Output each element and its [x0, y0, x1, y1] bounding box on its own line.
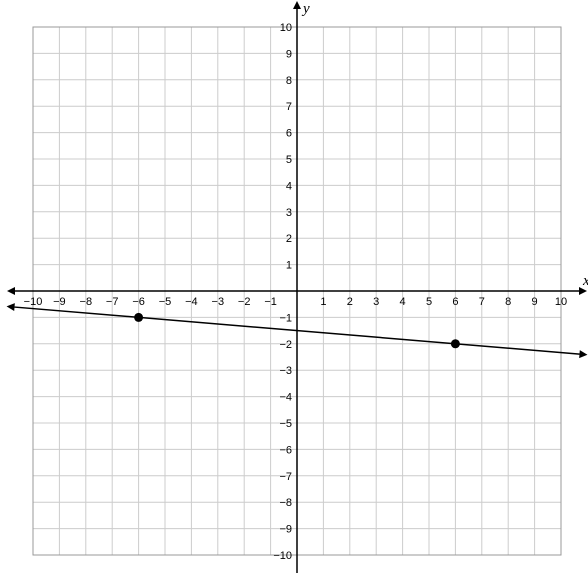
svg-text:1: 1	[320, 296, 326, 308]
svg-text:−9: −9	[53, 296, 66, 308]
svg-text:−6: −6	[132, 296, 145, 308]
svg-text:6: 6	[452, 296, 458, 308]
svg-text:−1: −1	[264, 296, 277, 308]
svg-text:−5: −5	[159, 296, 172, 308]
svg-text:5: 5	[426, 296, 432, 308]
svg-text:8: 8	[505, 296, 511, 308]
svg-text:−4: −4	[185, 296, 198, 308]
svg-text:x: x	[582, 273, 588, 289]
svg-text:−7: −7	[106, 296, 119, 308]
svg-text:y: y	[301, 1, 310, 17]
svg-text:9: 9	[286, 48, 292, 60]
svg-text:10: 10	[555, 296, 567, 308]
svg-text:−10: −10	[24, 296, 43, 308]
svg-text:2: 2	[286, 233, 292, 245]
svg-text:−7: −7	[279, 471, 292, 483]
svg-text:−8: −8	[279, 497, 292, 509]
svg-text:2: 2	[347, 296, 353, 308]
svg-text:10: 10	[280, 22, 292, 34]
svg-text:5: 5	[286, 154, 292, 166]
svg-text:−10: −10	[273, 550, 292, 562]
svg-text:−1: −1	[279, 312, 292, 324]
svg-text:−8: −8	[80, 296, 93, 308]
svg-text:7: 7	[479, 296, 485, 308]
svg-text:−2: −2	[238, 296, 251, 308]
svg-text:4: 4	[400, 296, 406, 308]
svg-text:−9: −9	[279, 524, 292, 536]
svg-text:7: 7	[286, 101, 292, 113]
svg-text:3: 3	[373, 296, 379, 308]
svg-text:4: 4	[286, 180, 292, 192]
svg-text:9: 9	[532, 296, 538, 308]
svg-text:−2: −2	[279, 339, 292, 351]
svg-text:−6: −6	[279, 444, 292, 456]
chart-svg: x y −10 −9 −8 −7 −6 −5 −4 −3 −2 −1 1 2 3 4 5 6 7 8 9 10 −10 −9 −…	[0, 0, 588, 573]
svg-text:−4: −4	[279, 392, 292, 404]
svg-text:−3: −3	[279, 365, 292, 377]
svg-text:3: 3	[286, 207, 292, 219]
svg-text:−5: −5	[279, 418, 292, 430]
svg-text:−3: −3	[212, 296, 225, 308]
svg-text:6: 6	[286, 128, 292, 140]
svg-text:1: 1	[286, 260, 292, 272]
coordinate-plane-chart: x y −10 −9 −8 −7 −6 −5 −4 −3 −2 −1 1 2 3 4 5 6 7 8 9 10 −10 −9 −…	[0, 0, 588, 573]
svg-text:8: 8	[286, 75, 292, 87]
